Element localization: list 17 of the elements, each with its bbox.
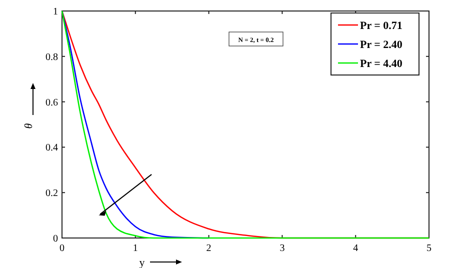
- x-tick-label: 4: [353, 243, 358, 254]
- y-tick-label: 0.6: [46, 97, 58, 108]
- y-tick-label: 0.8: [46, 52, 58, 63]
- x-tick-label: 2: [206, 243, 212, 254]
- legend-label: Pr = 4.40: [360, 58, 403, 70]
- x-tick-label: 5: [426, 243, 432, 254]
- y-tick-label: 0.2: [46, 188, 58, 200]
- y-tick-label: 0: [53, 234, 58, 244]
- legend-label: Pr = 2.40: [360, 39, 403, 51]
- y-tick-label: 1: [53, 6, 58, 18]
- line-series: [61, 10, 430, 239]
- y-tick-label: 0.4: [46, 142, 58, 154]
- legend-label: Pr = 0.71: [360, 20, 402, 32]
- x-tick-label: 3: [280, 243, 285, 254]
- y-axis-title: θ: [23, 122, 35, 129]
- x-axis-title: y: [139, 257, 146, 268]
- x-tick-label: 1: [132, 243, 138, 254]
